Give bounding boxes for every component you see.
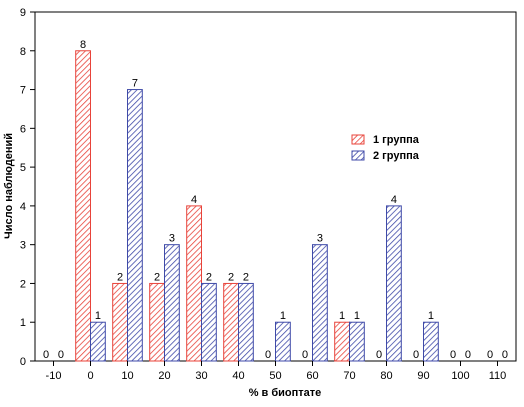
y-tick-label: 0 [20,356,26,368]
x-tick-label: 110 [489,370,507,382]
y-tick-label: 2 [20,278,26,290]
x-tick-label: 70 [343,370,355,382]
plot-area-frame [34,11,517,362]
y-tick-label: 3 [20,240,26,252]
x-tick-label: 80 [380,370,392,382]
x-tick-label: 10 [121,370,133,382]
bar-value-label: 0 [413,349,419,361]
bar-group-2 [275,321,291,362]
bar-value-label: 4 [391,194,397,206]
legend-label-group-1: 1 группа [373,134,420,146]
x-tick-label: 100 [451,370,469,382]
bar-value-label: 0 [302,349,308,361]
x-tick-label: 90 [417,370,429,382]
bar-value-label: 3 [169,233,175,245]
bar-value-label: 1 [354,310,360,322]
bar-group-2 [90,321,106,362]
legend-swatch-group-2 [351,150,365,161]
y-tick-label: 5 [20,162,26,174]
x-tick-label: 0 [87,370,93,382]
bar-group-1 [149,282,165,362]
bar-value-label: 4 [191,194,197,206]
bar-group-2 [201,282,217,362]
bar-group-1 [186,205,202,362]
x-tick-label: 30 [195,370,207,382]
y-tick-label: 4 [20,201,26,213]
bar-group-1 [112,282,128,362]
legend: 1 группа 2 группа [351,134,420,162]
bar-group-2 [423,321,439,362]
bar-value-label: 0 [465,349,471,361]
bar-value-label: 0 [58,349,64,361]
bar-value-label: 1 [428,310,434,322]
bar-group-1 [223,282,239,362]
bar-value-label: 0 [502,349,508,361]
bar-group-2 [164,244,180,362]
bar-value-label: 0 [376,349,382,361]
bar-value-label: 2 [117,271,123,283]
bar-value-label: 0 [487,349,493,361]
bar-group-1 [75,50,91,362]
y-tick-label: 6 [20,123,26,135]
bar-value-label: 2 [243,271,249,283]
x-tick-label: 50 [269,370,281,382]
legend-label-group-2: 2 группа [373,150,420,162]
x-tick-label: 40 [232,370,244,382]
bar-value-label: 1 [339,310,345,322]
bar-value-label: 2 [154,271,160,283]
bar-value-label: 1 [280,310,286,322]
x-tick-label: -10 [46,370,62,382]
bar-group-2 [127,89,143,362]
bar-value-label: 0 [43,349,49,361]
bar-value-label: 8 [80,39,86,51]
bar-value-label: 0 [265,349,271,361]
y-tick-label: 8 [20,46,26,58]
legend-swatch-group-1 [351,134,365,145]
x-axis-title: % в биоптате [249,387,322,399]
x-tick-label: 20 [158,370,170,382]
bar-group-2 [386,205,402,362]
bar-value-label: 7 [132,78,138,90]
bar-group-2 [312,244,328,362]
bar-group-1 [334,321,351,362]
x-tick-label: 60 [306,370,318,382]
bar-value-label: 3 [317,233,323,245]
y-tick-label: 7 [20,85,26,97]
bar-group-2 [238,282,254,362]
y-tick-label: 1 [20,317,26,329]
bar-group-2 [349,321,365,362]
bar-value-label: 2 [228,271,234,283]
bar-value-label: 1 [95,310,101,322]
bar-value-label: 2 [206,271,212,283]
y-axis-title: Число наблюдений [3,133,15,239]
bar-value-label: 0 [450,349,456,361]
y-tick-label: 9 [20,7,26,19]
